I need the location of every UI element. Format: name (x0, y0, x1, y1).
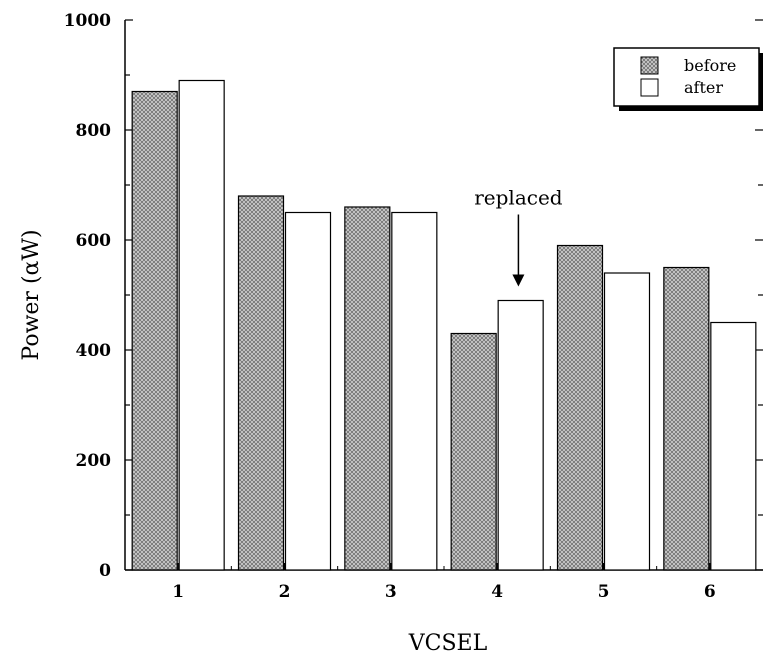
annotation: replaced (474, 186, 563, 287)
xtick-label: 4 (491, 582, 503, 602)
annotation-arrow-head (512, 274, 525, 287)
x-axis-title: VCSEL (408, 631, 488, 656)
bar-after-5 (603, 272, 651, 571)
xtick-label: 2 (279, 582, 291, 602)
ytick-label: 200 (76, 451, 112, 471)
xtick-label: 3 (385, 582, 397, 602)
legend-box (613, 47, 760, 107)
ytick-label: 1000 (64, 11, 111, 31)
bar-after-4 (497, 299, 544, 571)
legend-label-before: before (684, 56, 736, 75)
ytick-label: 400 (76, 341, 112, 361)
ytick-label: 0 (99, 561, 111, 581)
legend-label-after: after (684, 78, 723, 97)
xtick-label: 5 (598, 582, 610, 602)
bar-after-2 (284, 211, 332, 571)
bar-after-1 (178, 79, 225, 571)
legend-swatch-after (640, 78, 659, 97)
bar-before-2 (237, 195, 285, 571)
annotation-text: replaced (474, 186, 563, 210)
bar-before-1 (131, 90, 178, 571)
legend-swatch-before (640, 56, 659, 75)
bar-before-4 (450, 332, 497, 571)
legend: before after (613, 47, 763, 111)
bar-after-6 (710, 321, 757, 571)
ytick-label: 800 (76, 121, 112, 141)
y-axis-title: Power (αW) (19, 229, 44, 360)
bar-after-3 (391, 211, 438, 571)
bar-before-3 (344, 206, 391, 571)
ytick-label: 600 (76, 231, 112, 251)
xtick-label: 6 (704, 582, 716, 602)
bar-before-5 (556, 244, 604, 571)
bar-before-6 (663, 266, 710, 571)
xtick-label: 1 (172, 582, 184, 602)
